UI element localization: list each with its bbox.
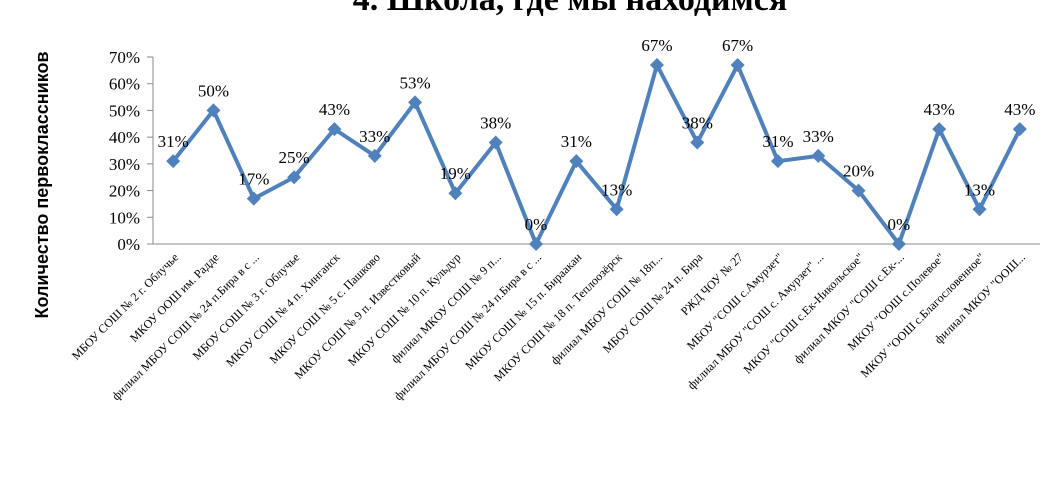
data-label: 43% [1004, 100, 1035, 119]
data-label: 17% [238, 170, 269, 189]
data-label: 38% [480, 113, 511, 132]
data-label: 25% [279, 148, 310, 167]
y-tick-label: 30% [109, 155, 140, 174]
data-label: 53% [399, 73, 430, 92]
data-label: 43% [924, 100, 955, 119]
series-line [171, 63, 1022, 246]
data-label: 38% [682, 113, 713, 132]
marker [609, 202, 624, 217]
marker [367, 148, 382, 163]
data-label: 0% [525, 215, 548, 234]
y-tick-label: 50% [109, 101, 140, 120]
data-label: 0% [888, 215, 911, 234]
data-label: 31% [158, 132, 189, 151]
data-label: 67% [641, 36, 672, 55]
data-label: 20% [843, 162, 874, 181]
data-label: 31% [762, 132, 793, 151]
x-tick-label: филиал МБОУ СОШ № 24 п.Бира в с ... [391, 250, 544, 403]
marker [206, 103, 221, 118]
marker [851, 183, 866, 198]
marker [972, 202, 987, 217]
marker [166, 154, 181, 169]
y-tick-label: 40% [109, 128, 140, 147]
data-label: 19% [440, 164, 471, 183]
marker [529, 237, 544, 251]
marker [327, 122, 342, 137]
data-label: 50% [198, 81, 229, 100]
chart-title: 4. Школа, где мы находимся [353, 0, 788, 18]
y-tick-label: 0% [117, 235, 140, 254]
marker [246, 191, 261, 206]
marker [891, 237, 906, 251]
y-axis-label: Количество первоклассников [32, 51, 52, 318]
x-tick-label: филиал МБОУ СОШ № 24 п.Бира в с ... [109, 250, 262, 403]
marker [730, 58, 745, 73]
marker [649, 58, 664, 73]
marker [569, 154, 584, 169]
data-label: 31% [561, 132, 592, 151]
y-tick-label: 70% [109, 48, 140, 67]
marker [408, 95, 423, 110]
marker [448, 186, 463, 201]
data-label: 13% [964, 180, 995, 199]
marker [1012, 122, 1027, 137]
y-tick-label: 10% [109, 208, 140, 227]
marker [488, 135, 503, 150]
marker [932, 122, 947, 137]
marker [690, 135, 705, 150]
marker [287, 170, 302, 185]
data-label: 43% [319, 100, 350, 119]
data-label: 33% [359, 127, 390, 146]
y-tick-label: 20% [109, 182, 140, 201]
marker [811, 148, 826, 163]
data-label: 67% [722, 36, 753, 55]
data-label: 33% [803, 127, 834, 146]
marker [770, 154, 785, 169]
y-tick-label: 60% [109, 75, 140, 94]
data-label: 13% [601, 180, 632, 199]
